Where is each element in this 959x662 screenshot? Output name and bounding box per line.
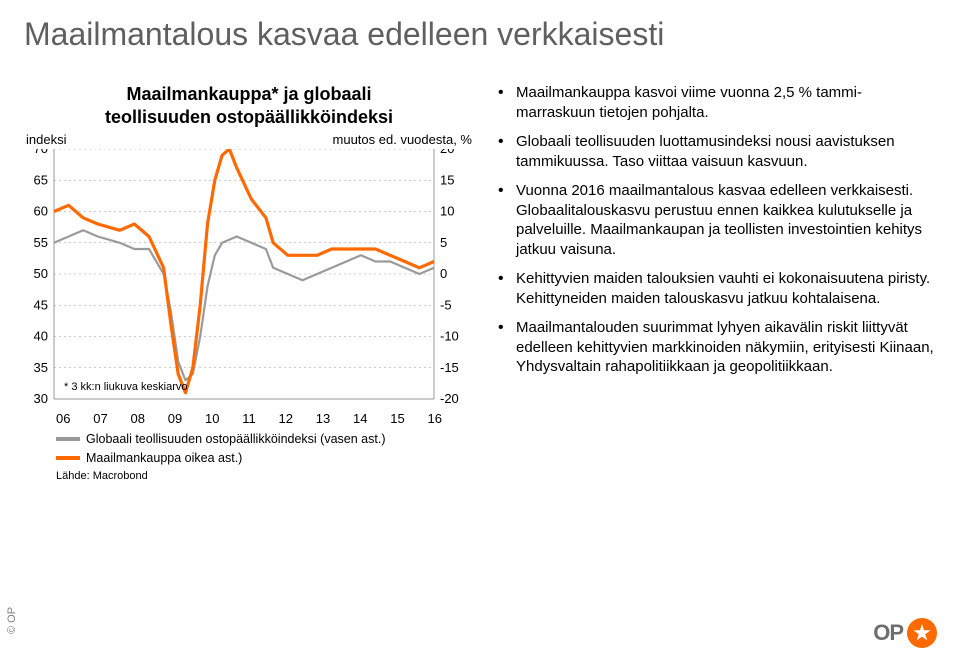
logo-text: OP	[873, 620, 903, 646]
x-tick: 12	[279, 411, 293, 426]
bullet-item: Maailmantalouden suurimmat lyhyen aikavä…	[498, 318, 935, 377]
svg-text:55: 55	[34, 235, 48, 250]
content-row: Maailmankauppa* ja globaali teollisuuden…	[0, 53, 959, 482]
svg-text:-20: -20	[440, 391, 459, 406]
bullet-item: Kehittyvien maiden talouksien vauhti ei …	[498, 269, 935, 308]
chart-svg: 70206515601055550045-540-1035-1530-20	[24, 149, 474, 409]
svg-text:35: 35	[34, 360, 48, 375]
svg-text:65: 65	[34, 172, 48, 187]
chart-legend: Globaali teollisuuden ostopäällikköindek…	[24, 430, 474, 468]
x-tick: 07	[93, 411, 107, 426]
bullet-item: Globaali teollisuuden luottamusindeksi n…	[498, 132, 935, 171]
chart-title-line2: teollisuuden ostopäällikköindeksi	[105, 107, 393, 127]
legend-item: Globaali teollisuuden ostopäällikköindek…	[56, 430, 474, 449]
svg-text:0: 0	[440, 266, 447, 281]
logo-badge-icon	[907, 618, 937, 648]
svg-text:-10: -10	[440, 329, 459, 344]
svg-text:-5: -5	[440, 297, 452, 312]
copyright: © OP	[6, 607, 18, 634]
chart-column: Maailmankauppa* ja globaali teollisuuden…	[24, 83, 474, 482]
x-tick: 11	[242, 411, 256, 426]
svg-text:5: 5	[440, 235, 447, 250]
x-tick: 10	[205, 411, 219, 426]
bullet-list: Maailmankauppa kasvoi viime vuonna 2,5 %…	[498, 83, 935, 377]
svg-text:15: 15	[440, 172, 454, 187]
bullet-item: Vuonna 2016 maailmantalous kasvaa edelle…	[498, 181, 935, 259]
chart-plot: 70206515601055550045-540-1035-1530-20 * …	[24, 149, 474, 409]
x-tick: 16	[428, 411, 442, 426]
chart-title-line1: Maailmankauppa* ja globaali	[126, 84, 371, 104]
x-tick: 15	[390, 411, 404, 426]
page-title: Maailmantalous kasvaa edelleen verkkaise…	[0, 0, 959, 53]
svg-text:30: 30	[34, 391, 48, 406]
chart-footnote: * 3 kk:n liukuva keskiarvo	[64, 381, 188, 393]
x-tick: 08	[131, 411, 145, 426]
chart-source: Lähde: Macrobond	[24, 470, 474, 482]
svg-text:20: 20	[440, 149, 454, 156]
legend-swatch	[56, 456, 80, 460]
bullet-item: Maailmankauppa kasvoi viime vuonna 2,5 %…	[498, 83, 935, 122]
legend-item: Maailmankauppa oikea ast.)	[56, 449, 474, 468]
svg-text:70: 70	[34, 149, 48, 156]
x-tick: 13	[316, 411, 330, 426]
chart-title: Maailmankauppa* ja globaali teollisuuden…	[24, 83, 474, 128]
svg-text:45: 45	[34, 297, 48, 312]
svg-text:40: 40	[34, 329, 48, 344]
svg-text:10: 10	[440, 204, 454, 219]
x-axis-ticks: 06 07 08 09 10 11 12 13 14 15 16	[24, 409, 474, 426]
svg-text:-15: -15	[440, 360, 459, 375]
right-axis-label: muutos ed. vuodesta, %	[333, 132, 472, 147]
op-logo: OP	[873, 618, 937, 648]
x-tick: 09	[168, 411, 182, 426]
svg-text:50: 50	[34, 266, 48, 281]
svg-text:60: 60	[34, 204, 48, 219]
bullet-column: Maailmankauppa kasvoi viime vuonna 2,5 %…	[498, 83, 935, 482]
x-tick: 06	[56, 411, 70, 426]
legend-label: Globaali teollisuuden ostopäällikköindek…	[86, 430, 385, 449]
axis-label-row: indeksi muutos ed. vuodesta, %	[24, 132, 474, 147]
left-axis-label: indeksi	[26, 132, 66, 147]
legend-label: Maailmankauppa oikea ast.)	[86, 449, 242, 468]
legend-swatch	[56, 437, 80, 441]
x-tick: 14	[353, 411, 367, 426]
